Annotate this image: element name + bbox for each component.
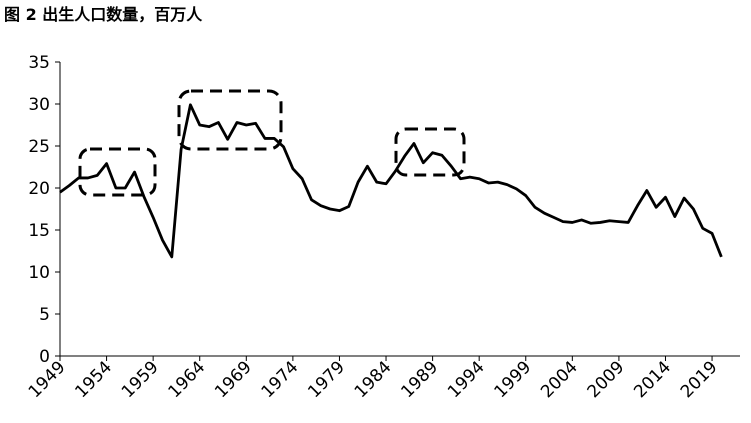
y-tick-label: 0: [39, 347, 50, 367]
x-tick-label: 1954: [71, 357, 116, 402]
x-tick-label: 2019: [677, 357, 722, 402]
y-tick-label: 5: [39, 305, 50, 325]
x-tick-label: 1959: [118, 357, 163, 402]
x-tick-label: 2014: [630, 357, 675, 402]
highlight-box: [177, 89, 283, 151]
y-tick-label: 20: [28, 179, 50, 199]
x-tick-label: 1984: [351, 357, 396, 402]
x-tick-label: 2004: [537, 357, 582, 402]
highlight-box: [394, 127, 466, 177]
y-tick-label: 25: [28, 137, 50, 157]
y-tick-label: 35: [28, 53, 50, 73]
data-line: [59, 103, 723, 259]
highlight-box: [78, 147, 157, 197]
x-tick-label: 1989: [397, 357, 442, 402]
x-tick-label: 1969: [211, 357, 256, 402]
y-tick-label: 30: [28, 95, 50, 115]
y-tick-label: 15: [28, 221, 50, 241]
x-tick-label: 1999: [491, 357, 536, 402]
highlight-boxes: [78, 89, 466, 197]
x-tick-label: 1994: [444, 357, 489, 402]
x-tick-label: 1979: [304, 357, 349, 402]
x-tick-label: 1964: [165, 357, 210, 402]
y-tick-label: 10: [28, 263, 50, 283]
x-tick-label: 2009: [584, 357, 629, 402]
x-tick-label: 1974: [258, 357, 303, 402]
chart-title: 图 2 出生人口数量，百万人: [4, 5, 203, 24]
